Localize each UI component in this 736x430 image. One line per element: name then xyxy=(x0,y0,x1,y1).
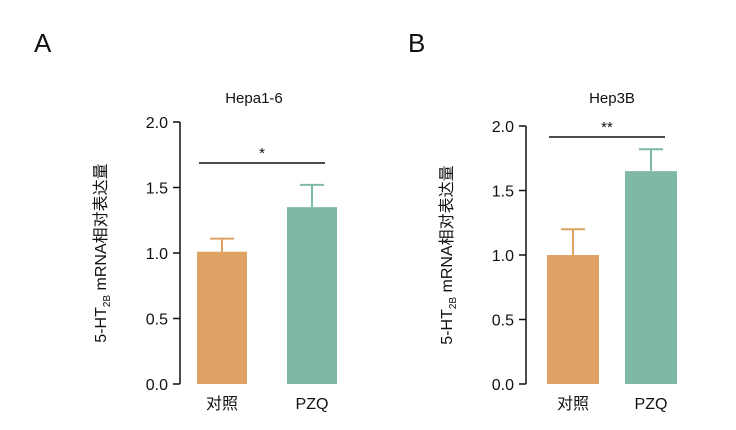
panel-b-y-axis-label-main: 5-HT xyxy=(439,309,456,345)
panel-b-significance-label: ** xyxy=(601,119,613,136)
panel-a-letter: A xyxy=(34,28,52,58)
panel-b-bar xyxy=(547,255,599,384)
panel-a-y-tick-label: 2.0 xyxy=(146,115,168,132)
panel-b-title: Hep3B xyxy=(589,90,635,107)
panel-b-bar xyxy=(625,171,677,384)
panel-b-y-axis-label-rest: mRNA相对表达量 xyxy=(438,165,456,297)
panel-b-category-label: PZQ xyxy=(635,396,668,413)
panel-b-y-tick-label: 2.0 xyxy=(492,119,514,136)
panel-b-y-tick-label: 0.0 xyxy=(492,377,514,394)
panel-b-letter: B xyxy=(408,28,425,58)
panel-b-y-tick-label: 1.5 xyxy=(492,184,514,201)
panel-a-bar xyxy=(197,251,247,384)
panel-a-title: Hepa1-6 xyxy=(225,90,283,107)
panel-b-category-label: 对照 xyxy=(557,395,589,413)
panel-a-category-label: 对照 xyxy=(206,395,238,413)
panel-a-bar xyxy=(287,207,337,384)
panel-a-y-axis-label-subscript: 2B xyxy=(102,295,113,308)
panel-a-y-tick-label: 0.0 xyxy=(146,377,168,394)
panel-b-y-axis-label-subscript: 2B xyxy=(448,297,459,310)
panel-a-y-axis-label-main: 5-HT xyxy=(93,307,110,343)
panel-b-y-tick-label: 1.0 xyxy=(492,248,514,265)
panel-a-y-tick-label: 0.5 xyxy=(146,312,168,329)
panel-a-y-axis-label: 5-HT2B mRNA相对表达量 xyxy=(92,163,113,342)
panel-a-y-axis-label-rest: mRNA相对表达量 xyxy=(92,163,110,295)
panel-a-category-label: PZQ xyxy=(296,396,329,413)
panel-a-significance-label: * xyxy=(259,145,265,162)
panel-b-y-tick-label: 0.5 xyxy=(492,313,514,330)
panel-b-y-axis-label: 5-HT2B mRNA相对表达量 xyxy=(438,165,459,344)
panel-a-y-tick-label: 1.5 xyxy=(146,181,168,198)
panel-a-y-tick-label: 1.0 xyxy=(146,246,168,263)
